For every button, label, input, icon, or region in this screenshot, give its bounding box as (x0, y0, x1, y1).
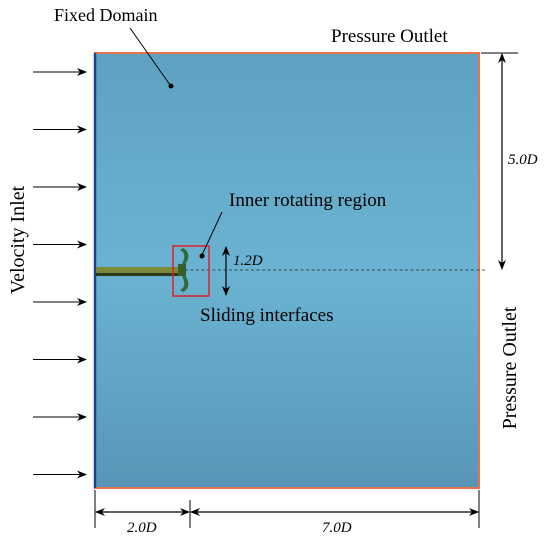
fixed-domain-leader (129, 27, 171, 86)
sliding-interface-box (172, 245, 210, 297)
turbine-shaft-shadow (96, 273, 178, 276)
velocity-inlet-label: Velocity Inlet (7, 185, 29, 294)
inner-rotating-region-label: Inner rotating region (229, 190, 387, 211)
dim-2d-label: 2.0D (127, 520, 157, 536)
pressure-outlet-top-label: Pressure Outlet (331, 26, 448, 47)
turbine-blades (178, 248, 189, 292)
sliding-interfaces-label: Sliding interfaces (200, 305, 334, 326)
fixed-domain-label: Fixed Domain (54, 5, 158, 25)
dim-7d-label: 7.0D (322, 520, 352, 536)
fixed-domain-leader-dot (168, 83, 174, 89)
dim-1-2d-label: 1.2D (233, 253, 263, 269)
inlet-arrows (33, 68, 87, 479)
inner-region-leader (201, 211, 223, 256)
turbine-shaft (96, 267, 178, 274)
inner-region-leader-dot (199, 253, 205, 259)
pressure-outlet-right-label: Pressure Outlet (499, 306, 521, 429)
dim-5d-label: 5.0D (508, 152, 538, 168)
